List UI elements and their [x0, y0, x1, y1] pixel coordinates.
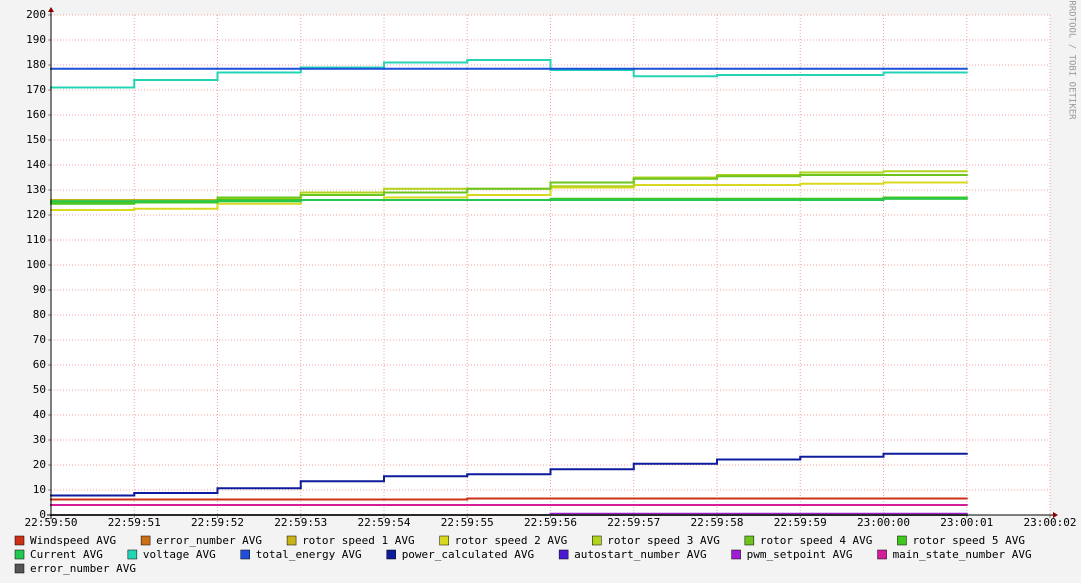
x-tick-label: 22:59:55 — [441, 516, 494, 529]
x-tick-label: 22:59:52 — [191, 516, 244, 529]
y-tick-label: 90 — [33, 283, 46, 296]
y-tick-label: 40 — [33, 408, 46, 421]
y-tick-label: 170 — [26, 83, 46, 96]
watermark: RRDTOOL / TOBI OETIKER — [1067, 0, 1077, 120]
legend-swatch — [14, 549, 25, 560]
legend-label: rotor speed 4 AVG — [760, 534, 873, 547]
legend-swatch — [127, 549, 138, 560]
legend-swatch — [592, 535, 602, 546]
legend-swatch — [897, 535, 907, 546]
legend-swatch — [14, 563, 25, 574]
legend-swatch — [744, 535, 755, 546]
legend-swatch — [286, 535, 297, 546]
legend-swatch — [240, 549, 250, 560]
y-tick-label: 140 — [26, 158, 46, 171]
x-tick-label: 22:59:58 — [691, 516, 744, 529]
legend-label: rotor speed 5 AVG — [912, 534, 1025, 547]
axis-arrow — [48, 7, 54, 12]
legend-swatch — [386, 549, 396, 560]
legend-label: Current AVG — [30, 548, 103, 561]
legend-swatch — [439, 535, 449, 546]
y-tick-label: 130 — [26, 183, 46, 196]
y-tick-label: 190 — [26, 33, 46, 46]
x-tick-label: 22:59:54 — [358, 516, 411, 529]
x-tick-label: 23:00:02 — [1024, 516, 1077, 529]
y-tick-label: 100 — [26, 258, 46, 271]
y-tick-label: 10 — [33, 483, 46, 496]
y-tick-label: 60 — [33, 358, 46, 371]
y-tick-label: 110 — [26, 233, 46, 246]
axis-arrow — [1053, 512, 1058, 518]
legend-label: main_state_number AVG — [893, 548, 1032, 561]
legend-label: voltage AVG — [143, 548, 216, 561]
legend-label: total_energy AVG — [256, 548, 362, 561]
y-tick-label: 120 — [26, 208, 46, 221]
x-tick-label: 22:59:53 — [274, 516, 327, 529]
legend-label: Windspeed AVG — [30, 534, 116, 547]
y-tick-label: 160 — [26, 108, 46, 121]
legend-label: rotor speed 2 AVG — [455, 534, 568, 547]
legend-label: power_calculated AVG — [402, 548, 534, 561]
y-tick-label: 20 — [33, 458, 46, 471]
legend-label: rotor speed 1 AVG — [302, 534, 415, 547]
legend-label: autostart_number AVG — [574, 548, 706, 561]
x-tick-label: 22:59:51 — [108, 516, 161, 529]
x-tick-label: 22:59:59 — [774, 516, 827, 529]
legend-swatch — [558, 549, 569, 560]
legend-swatch — [877, 549, 887, 560]
x-tick-label: 23:00:01 — [940, 516, 993, 529]
y-tick-label: 180 — [26, 58, 46, 71]
y-tick-label: 80 — [33, 308, 46, 321]
legend-label: rotor speed 3 AVG — [607, 534, 720, 547]
x-tick-label: 22:59:57 — [607, 516, 660, 529]
legend-swatch — [14, 535, 25, 546]
legend-label: error_number AVG — [156, 534, 262, 547]
y-tick-label: 50 — [33, 383, 46, 396]
legend-swatch — [731, 549, 741, 560]
legend-label: error_number AVG — [30, 562, 136, 575]
y-tick-label: 200 — [26, 8, 46, 21]
x-tick-label: 22:59:56 — [524, 516, 577, 529]
y-tick-label: 30 — [33, 433, 46, 446]
y-tick-label: 0 — [39, 508, 46, 521]
y-tick-label: 70 — [33, 333, 46, 346]
legend-swatch — [140, 535, 151, 546]
legend-label: pwm_setpoint AVG — [747, 548, 853, 561]
x-tick-label: 22:59:50 — [25, 516, 78, 529]
y-tick-label: 150 — [26, 133, 46, 146]
x-tick-label: 23:00:00 — [857, 516, 910, 529]
